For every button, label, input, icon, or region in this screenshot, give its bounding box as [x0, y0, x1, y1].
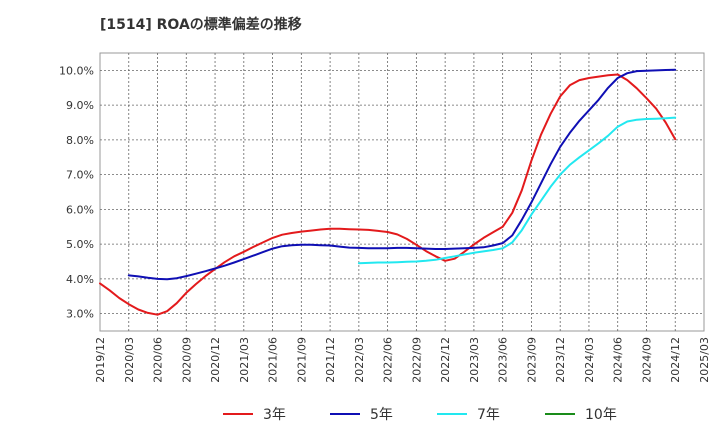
x-tick-label: 2020/12 — [209, 337, 222, 383]
x-tick-label: 2020/06 — [152, 337, 165, 383]
x-tick-label: 2021/09 — [295, 337, 308, 383]
series-line — [99, 73, 677, 316]
x-tick-label: 2022/12 — [439, 337, 452, 383]
x-tick-label: 2022/09 — [410, 337, 423, 383]
x-axis-ticks: 2019/12 2020/03 2020/06 2020/09 2020/12 2021/… — [94, 337, 711, 383]
y-tick-label: 5.0% — [66, 238, 94, 251]
x-tick-label: 2020/03 — [123, 337, 136, 383]
x-tick-label: 2021/06 — [267, 337, 280, 383]
x-tick-label: 2023/03 — [468, 337, 481, 383]
y-tick-label: 8.0% — [66, 134, 94, 147]
x-tick-label: 2021/03 — [238, 337, 251, 383]
y-tick-label: 9.0% — [66, 99, 94, 112]
legend-label: 7年 — [477, 407, 500, 423]
x-tick-label: 2024/03 — [583, 337, 596, 383]
y-tick-label: 7.0% — [66, 169, 94, 182]
legend-label: 10年 — [585, 407, 617, 423]
series-layer — [99, 68, 677, 316]
x-tick-label: 2020/09 — [180, 337, 193, 383]
y-tick-label: 3.0% — [66, 308, 94, 321]
y-tick-label: 4.0% — [66, 273, 94, 286]
x-tick-label: 2023/09 — [525, 337, 538, 383]
series-line — [357, 116, 677, 265]
x-tick-label: 2021/12 — [324, 337, 337, 383]
legend-label: 5年 — [370, 407, 393, 423]
legend: 3年 5年 7年 10年 — [223, 407, 617, 423]
y-axis-ticks: 3.0% 4.0% 5.0% 6.0% 7.0% 8.0% 9.0% 10.0% — [59, 64, 94, 320]
x-tick-label: 2022/06 — [382, 337, 395, 383]
series-line — [127, 68, 677, 281]
chart-title: [1514] ROAの標準偏差の推移 — [100, 16, 302, 33]
x-tick-label: 2025/03 — [698, 337, 711, 383]
x-tick-label: 2024/06 — [612, 337, 625, 383]
y-tick-label: 10.0% — [59, 64, 94, 77]
legend-label: 3年 — [263, 407, 286, 423]
plot-area — [99, 52, 705, 332]
x-tick-label: 2019/12 — [94, 337, 107, 383]
y-tick-label: 6.0% — [66, 203, 94, 216]
x-tick-label: 2023/12 — [554, 337, 567, 383]
x-tick-label: 2022/03 — [353, 337, 366, 383]
x-tick-label: 2024/09 — [640, 337, 653, 383]
x-tick-label: 2023/06 — [497, 337, 510, 383]
x-tick-label: 2024/12 — [669, 337, 682, 383]
